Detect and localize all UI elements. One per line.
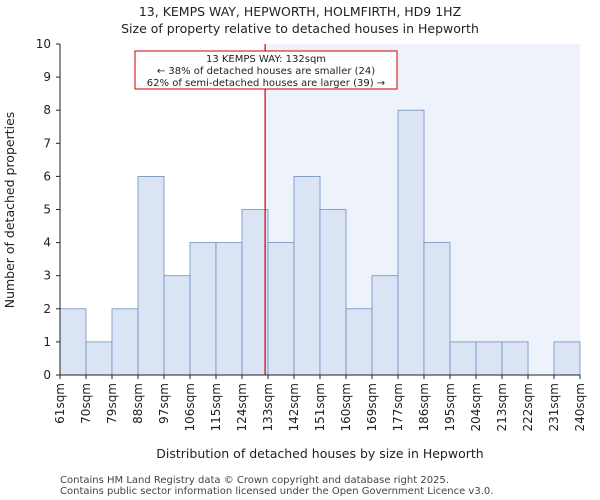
annotation-line1: 13 KEMPS WAY: 132sqm <box>206 54 326 65</box>
x-tick-label: 124sqm <box>235 383 249 431</box>
x-tick-label: 177sqm <box>391 383 405 431</box>
bar <box>137 175 165 376</box>
bar <box>475 341 503 376</box>
x-tick-label: 204sqm <box>469 383 483 431</box>
y-tick-label: 9 <box>43 70 51 84</box>
chart-title-line1: 13, KEMPS WAY, HEPWORTH, HOLMFIRTH, HD9 … <box>139 4 461 19</box>
bar <box>163 275 191 376</box>
x-tick-label: 61sqm <box>53 383 67 424</box>
annotation-line2: ← 38% of detached houses are smaller (24… <box>157 66 375 77</box>
x-tick-label: 222sqm <box>521 383 535 431</box>
x-tick-label: 88sqm <box>131 383 145 424</box>
x-axis-label: Distribution of detached houses by size … <box>156 446 483 461</box>
bar <box>397 109 425 376</box>
y-tick-label: 4 <box>43 236 51 250</box>
annotation-line3: 62% of semi-detached houses are larger (… <box>147 78 385 89</box>
x-tick-label: 213sqm <box>495 383 509 431</box>
y-tick-label: 7 <box>43 136 51 150</box>
bar <box>293 175 321 376</box>
x-tick-label: 106sqm <box>183 383 197 431</box>
bar <box>85 341 113 376</box>
x-tick-label: 160sqm <box>339 383 353 431</box>
x-tick-label: 231sqm <box>547 383 561 431</box>
y-tick-label: 3 <box>43 269 51 283</box>
x-tick-label: 142sqm <box>287 383 301 431</box>
y-tick-label: 8 <box>43 103 51 117</box>
y-tick-label: 2 <box>43 302 51 316</box>
bar <box>449 341 477 376</box>
x-tick-label: 195sqm <box>443 383 457 431</box>
y-tick-label: 10 <box>36 37 51 51</box>
annotation-box <box>134 50 398 90</box>
bar <box>59 308 87 376</box>
y-tick-label: 5 <box>43 203 51 217</box>
bar <box>215 242 243 376</box>
bars <box>59 109 581 376</box>
bar <box>501 341 529 376</box>
y-tick-label: 1 <box>43 335 51 349</box>
y-tick-label: 6 <box>43 169 51 183</box>
x-tick-label: 169sqm <box>365 383 379 431</box>
x-ticks: 61sqm 70sqm 79sqm 88sqm 97sqm 106sqm 115sqm 124… <box>53 375 587 431</box>
y-tick-label: 0 <box>43 368 51 382</box>
bar <box>423 242 451 376</box>
bar <box>345 308 373 376</box>
x-tick-label: 70sqm <box>79 383 93 424</box>
x-tick-label: 151sqm <box>313 383 327 431</box>
x-tick-label: 133sqm <box>261 383 275 431</box>
x-tick-label: 186sqm <box>417 383 431 431</box>
x-tick-label: 240sqm <box>573 383 587 431</box>
chart-title-line2: Size of property relative to detached ho… <box>121 21 479 36</box>
footer-line2: Contains public sector information licen… <box>60 486 493 497</box>
footer-line1: Contains HM Land Registry data © Crown c… <box>60 475 449 486</box>
bar <box>553 341 581 376</box>
bar <box>111 308 139 376</box>
y-axis-label: Number of detached properties <box>2 112 17 309</box>
bar <box>371 275 399 376</box>
x-tick-label: 115sqm <box>209 383 223 431</box>
x-tick-label: 97sqm <box>157 383 171 424</box>
y-ticks: 0 1 2 3 4 5 6 7 8 9 10 <box>36 37 60 382</box>
bar <box>241 209 269 376</box>
bar <box>319 209 347 376</box>
bar <box>267 242 295 376</box>
x-tick-label: 79sqm <box>105 383 119 424</box>
bar <box>189 242 217 376</box>
